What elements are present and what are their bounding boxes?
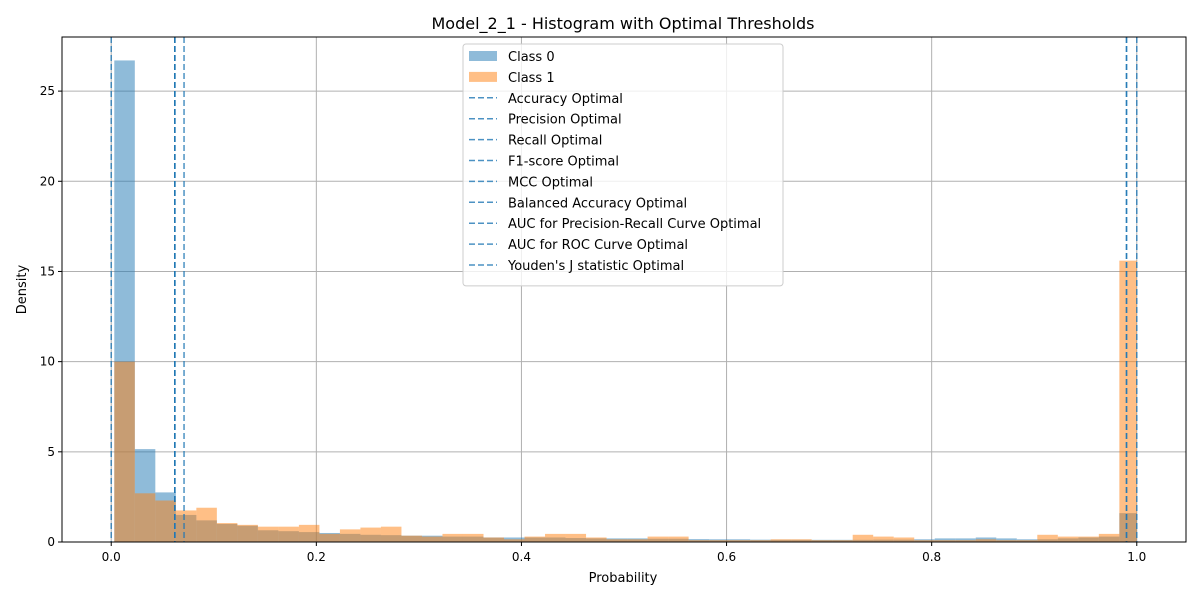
y-tick-label: 20	[40, 174, 55, 188]
histogram-bar-class-1	[298, 524, 320, 542]
histogram-bar-class-1	[914, 540, 935, 542]
legend-label: F1-score Optimal	[508, 155, 619, 170]
legend-label: Recall Optimal	[508, 134, 602, 149]
histogram-bar-class-1	[586, 537, 607, 542]
histogram-bar-class-1	[750, 540, 771, 542]
histogram-bar-class-1	[893, 537, 915, 542]
y-axis-label: Density	[15, 264, 30, 314]
histogram-bar-class-1	[975, 539, 997, 542]
histogram-bar-class-1	[216, 523, 238, 542]
x-axis-ticks: 0.0 0.2 0.4 0.6 0.8 1.0	[102, 542, 1146, 564]
histogram-bar-class-1	[114, 361, 135, 542]
legend-label: Precision Optimal	[508, 113, 622, 128]
legend-label: AUC for Precision-Recall Curve Optimal	[508, 217, 761, 232]
bars-layer	[114, 60, 1137, 542]
histogram-bar-class-1	[524, 536, 546, 542]
histogram-bar-class-1	[811, 540, 833, 542]
histogram-bar-class-1	[278, 526, 299, 542]
x-tick-label: 0.2	[307, 550, 326, 564]
histogram-bar-class-1	[852, 534, 874, 542]
y-tick-label: 15	[40, 264, 55, 278]
x-tick-label: 0.6	[717, 550, 736, 564]
legend-label: Youden's J statistic Optimal	[507, 259, 684, 274]
x-axis-label: Probability	[589, 571, 658, 586]
histogram-bar-class-1	[380, 526, 402, 542]
histogram-bar-class-1	[339, 529, 361, 542]
histogram-bar-class-1	[1057, 536, 1079, 542]
legend-box	[462, 43, 784, 287]
histogram-bar-class-1	[545, 533, 566, 542]
histogram-bar-class-1	[196, 507, 217, 542]
threshold-lines-layer	[110, 37, 1138, 542]
legend-label: Balanced Accuracy Optimal	[508, 196, 687, 211]
histogram-bar-class-1	[996, 540, 1017, 542]
histogram-bar-class-1	[791, 539, 812, 542]
x-tick-label: 1.0	[1127, 550, 1146, 564]
histogram-bar-class-1	[442, 533, 463, 542]
y-axis-ticks: 0 5 10 15 20 25	[40, 84, 62, 549]
histogram-bar-class-1	[832, 540, 853, 542]
histogram-bar-class-1	[462, 533, 484, 542]
histogram-bar-class-1	[134, 493, 156, 542]
y-tick-label: 25	[40, 84, 55, 98]
histogram-bar-class-1	[709, 540, 730, 542]
legend-swatch	[469, 71, 497, 82]
x-tick-label: 0.0	[102, 550, 121, 564]
legend: Class 0 Class 1 Accuracy Optimal Precision …	[462, 43, 784, 287]
histogram-bar-class-1	[873, 536, 894, 542]
histogram-bar-class-1	[955, 540, 976, 542]
y-tick-label: 0	[47, 535, 55, 549]
histogram-bar-class-1	[934, 540, 956, 542]
histogram-bar-class-1	[668, 536, 689, 542]
histogram-bar-class-1	[401, 535, 422, 542]
histogram-bar-class-1	[504, 539, 525, 542]
histogram-bar-class-1	[770, 539, 792, 542]
histogram-bar-class-1	[483, 537, 505, 542]
legend-label: Accuracy Optimal	[508, 92, 623, 107]
histogram-bar-class-1	[1016, 540, 1038, 542]
histogram-bar-class-1	[606, 539, 628, 542]
y-tick-label: 5	[47, 445, 55, 459]
x-tick-label: 0.4	[512, 550, 531, 564]
legend-swatch	[469, 51, 497, 61]
histogram-bar-class-1	[1078, 536, 1099, 542]
histogram-bar-class-1	[627, 539, 648, 542]
histogram-bar-class-1	[360, 527, 381, 542]
histogram-bar-class-1	[237, 524, 258, 542]
y-tick-label: 10	[40, 355, 55, 369]
histogram-bar-class-1	[257, 526, 279, 542]
histogram-bar-class-1	[729, 540, 751, 542]
histogram-bar-class-1	[688, 540, 710, 542]
legend-label: AUC for ROC Curve Optimal	[508, 238, 688, 253]
legend-label: Class 0	[508, 50, 555, 65]
histogram-bar-class-1	[1037, 534, 1058, 542]
histogram-bar-class-1	[647, 536, 669, 542]
histogram-bar-class-1	[155, 500, 176, 542]
histogram-bar-class-1	[421, 536, 443, 542]
histogram-bar-class-1	[1098, 533, 1120, 542]
chart-title: Model_2_1 - Histogram with Optimal Thres…	[431, 14, 814, 34]
x-tick-label: 0.8	[922, 550, 941, 564]
legend-label: Class 1	[508, 71, 555, 86]
histogram-bar-class-1	[175, 510, 197, 542]
legend-label: MCC Optimal	[508, 175, 593, 190]
plot-frame	[61, 36, 1187, 543]
histogram-bar-class-1	[319, 533, 340, 542]
histogram-bar-class-1	[565, 533, 587, 542]
histogram-bar-class-1	[1119, 260, 1137, 542]
